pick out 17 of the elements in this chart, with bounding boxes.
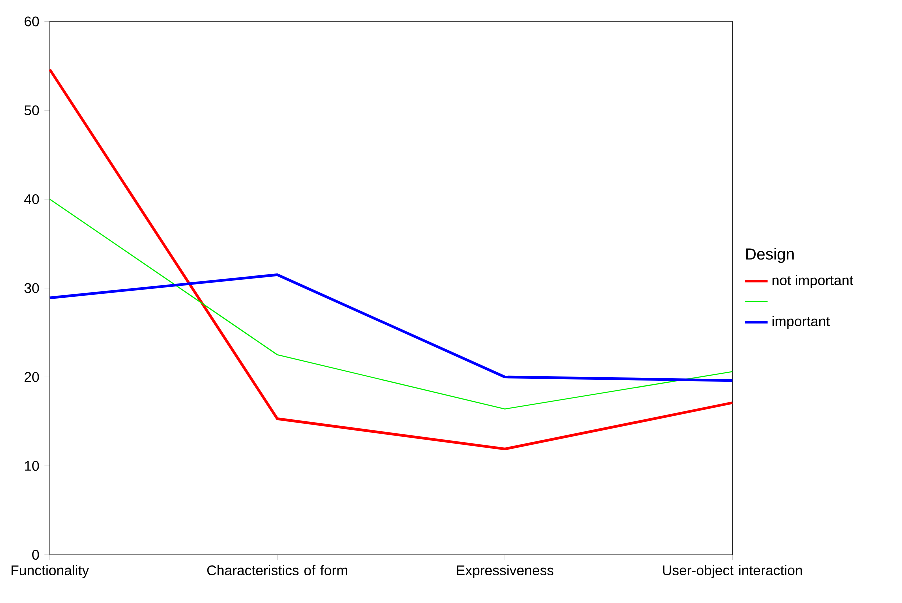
y-tick-label: 20 xyxy=(24,372,40,382)
y-tick-label: 40 xyxy=(24,194,40,204)
x-tick-label: Functionality xyxy=(12,565,90,578)
y-tick-label: 0 xyxy=(32,550,40,560)
line-series xyxy=(49,198,734,410)
y-tick-label: 30 xyxy=(24,283,40,294)
legend-label: important xyxy=(772,316,830,330)
legend-title: Design xyxy=(746,248,794,264)
y-tick-label: 50 xyxy=(24,106,40,116)
y-tick-label: 60 xyxy=(24,16,40,27)
x-tick-label: Expressiveness xyxy=(457,565,554,578)
x-tick-label: Characteristics of form xyxy=(207,565,348,576)
x-tick-label: User-object interaction xyxy=(663,565,802,578)
line-series xyxy=(48,274,734,382)
legend-label: not important xyxy=(772,275,854,288)
line-series xyxy=(48,68,734,451)
y-tick-label: 10 xyxy=(25,461,40,472)
